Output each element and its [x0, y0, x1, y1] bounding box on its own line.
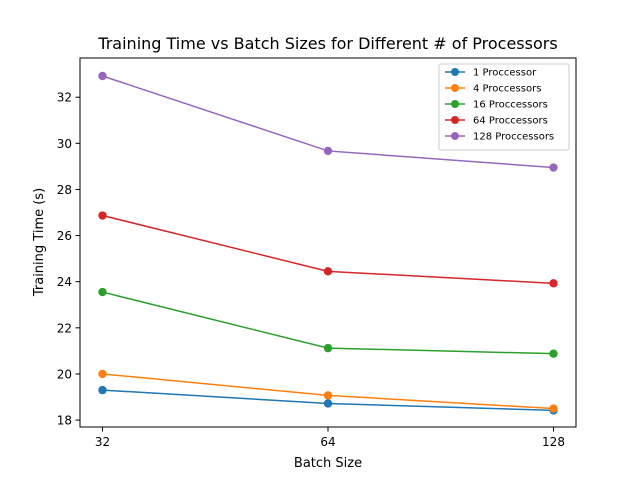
data-point: [98, 369, 107, 379]
data-point: [549, 279, 558, 288]
data-point: [549, 404, 558, 413]
y-tick-label: 28: [57, 183, 72, 197]
series-5: [98, 71, 558, 172]
data-point: [98, 385, 107, 395]
legend-marker: [451, 84, 459, 92]
x-tick-label: 32: [95, 435, 110, 449]
y-tick-label: 20: [57, 367, 72, 381]
legend-marker: [451, 100, 459, 108]
y-axis: 18 20 22 24 26 28 30 32: [57, 91, 80, 428]
data-point: [98, 287, 107, 297]
data-point: [323, 399, 333, 408]
y-axis-label: Training Time (s): [32, 188, 47, 297]
x-axis-label: Batch Size: [294, 456, 362, 471]
legend-label: 16 Proccessors: [473, 100, 548, 111]
legend-item: 128 Proccessors: [445, 132, 554, 143]
series-1: [98, 385, 558, 415]
legend: 1 Proccessor 4 Proccessors 16 Proccessors 6…: [438, 63, 570, 151]
legend-item: 64 Proccessors: [445, 116, 548, 127]
data-point: [323, 343, 333, 353]
y-tick-label: 26: [57, 229, 72, 243]
legend-marker: [451, 116, 459, 124]
legend-label: 64 Proccessors: [473, 116, 548, 127]
legend-item: 4 Proccessors: [445, 84, 541, 95]
legend-item: 1 Proccessor: [445, 68, 537, 79]
y-tick-label: 24: [57, 275, 72, 289]
legend-label: 4 Proccessors: [473, 84, 541, 95]
legend-marker: [451, 68, 459, 76]
legend-label: 128 Proccessors: [473, 132, 554, 143]
x-tick-label: 64: [320, 435, 335, 449]
x-tick-label: 128: [542, 435, 565, 449]
data-point: [323, 391, 333, 400]
data-point: [323, 267, 333, 276]
y-tick-label: 30: [57, 137, 72, 151]
plot-area: [98, 71, 558, 415]
data-point: [549, 163, 558, 172]
data-point: [98, 211, 107, 220]
series-2: [98, 369, 558, 413]
y-tick-label: 22: [57, 321, 72, 335]
legend-item: 16 Proccessors: [445, 100, 548, 111]
legend-label: 1 Proccessor: [473, 68, 537, 79]
chart-title: Training Time vs Batch Sizes for Differe…: [97, 34, 557, 53]
y-tick-label: 18: [57, 414, 72, 428]
x-axis: 32 64 128: [95, 427, 565, 449]
y-tick-label: 32: [57, 91, 72, 105]
legend-box: [438, 63, 570, 151]
data-point: [549, 349, 558, 358]
series-3: [98, 287, 558, 358]
legend-marker: [451, 132, 459, 140]
data-point: [323, 146, 333, 156]
data-point: [98, 71, 107, 81]
series-4: [98, 211, 558, 288]
